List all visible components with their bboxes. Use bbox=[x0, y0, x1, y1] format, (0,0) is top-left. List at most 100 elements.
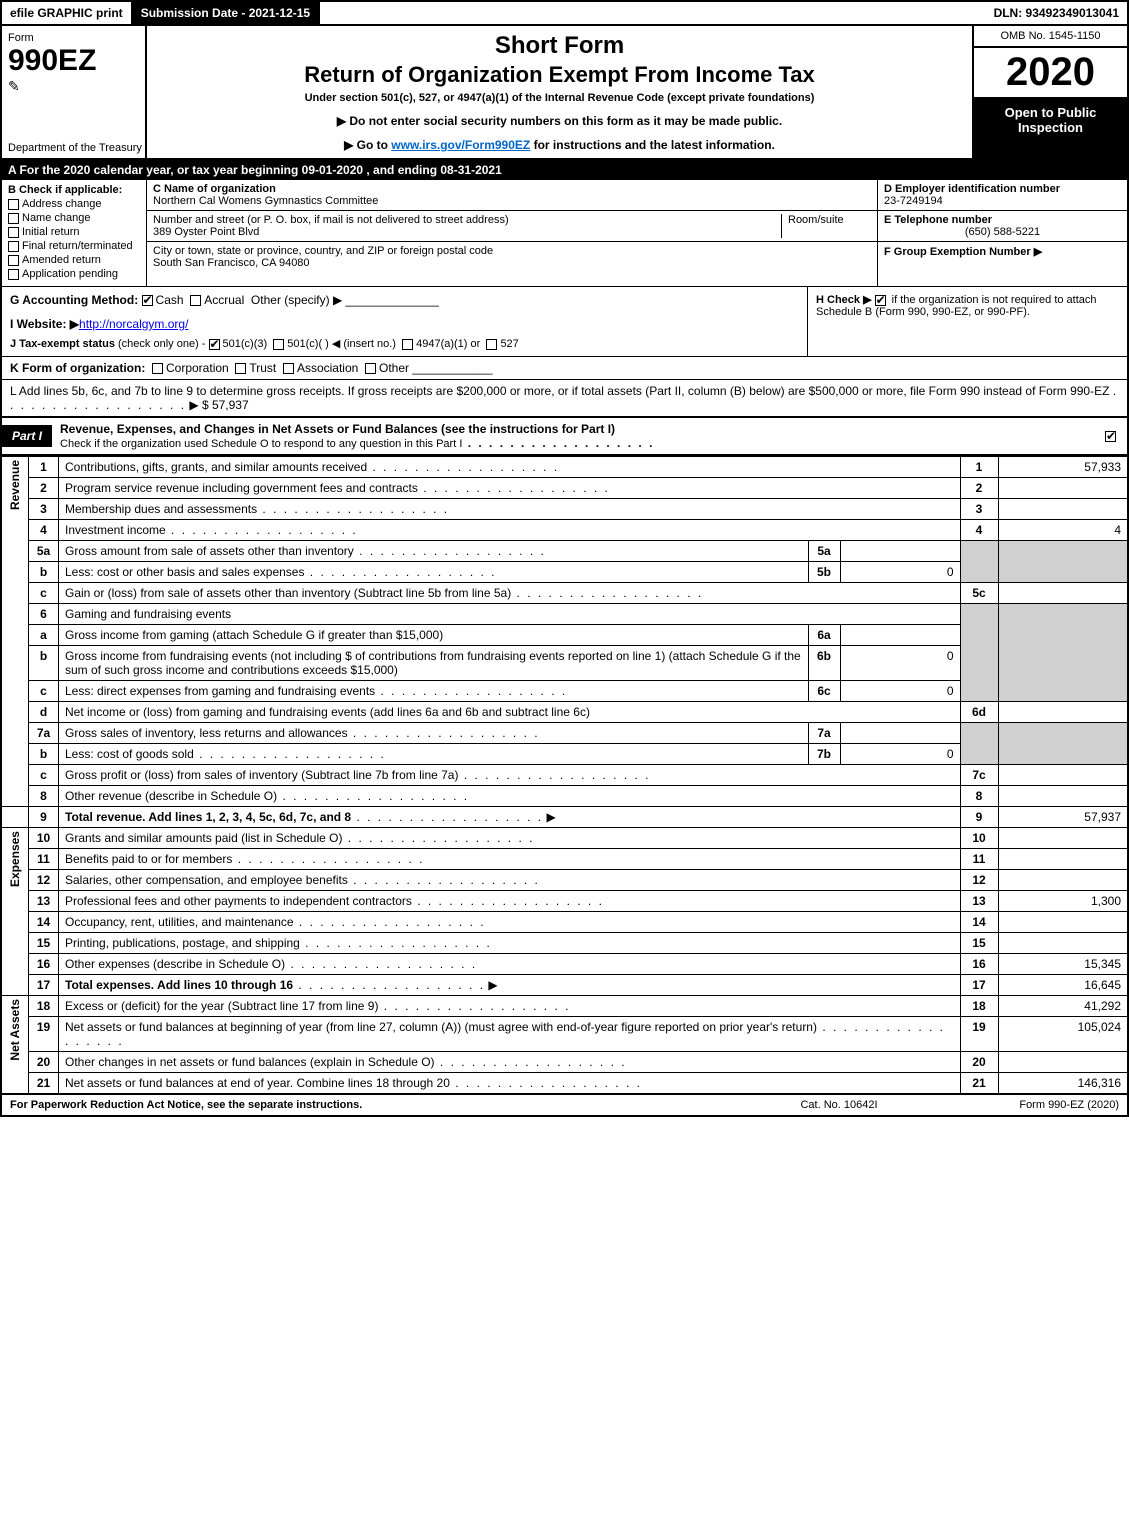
org-name: Northern Cal Womens Gymnastics Committee bbox=[153, 195, 871, 207]
subtitle: Under section 501(c), 527, or 4947(a)(1)… bbox=[157, 92, 962, 104]
4947-checkbox[interactable] bbox=[402, 339, 413, 350]
f-label: F Group Exemption Number ▶ bbox=[884, 245, 1121, 258]
line-13: 13Professional fees and other payments t… bbox=[1, 891, 1128, 912]
ein-value: 23-7249194 bbox=[884, 195, 1121, 207]
tax-exempt-status: J Tax-exempt status (check only one) - 5… bbox=[10, 337, 799, 350]
c-label: C Name of organization bbox=[153, 183, 871, 195]
k-association[interactable] bbox=[283, 363, 294, 374]
opt-name-change[interactable]: Name change bbox=[8, 212, 140, 224]
omb-number: OMB No. 1545-1150 bbox=[974, 26, 1127, 48]
header-mid: Short Form Return of Organization Exempt… bbox=[147, 26, 972, 158]
line-10: Expenses10Grants and similar amounts pai… bbox=[1, 828, 1128, 849]
l-amount: ▶ $ 57,937 bbox=[189, 398, 248, 412]
website-line: I Website: ▶http://norcalgym.org/ bbox=[10, 317, 799, 331]
irs-link[interactable]: www.irs.gov/Form990EZ bbox=[391, 138, 530, 152]
accrual-checkbox[interactable] bbox=[190, 295, 201, 306]
org-info-block: B Check if applicable: Address change Na… bbox=[0, 180, 1129, 287]
opt-amended-return[interactable]: Amended return bbox=[8, 254, 140, 266]
l-gross-receipts: L Add lines 5b, 6c, and 7b to line 9 to … bbox=[0, 380, 1129, 417]
line-7a: 7aGross sales of inventory, less returns… bbox=[1, 723, 1128, 744]
form-label: Form bbox=[8, 32, 139, 44]
line-7b: bLess: cost of goods sold7b0 bbox=[1, 744, 1128, 765]
k-other[interactable] bbox=[365, 363, 376, 374]
line-15: 15Printing, publications, postage, and s… bbox=[1, 933, 1128, 954]
dln: DLN: 93492349013041 bbox=[986, 2, 1127, 24]
k-corporation[interactable] bbox=[152, 363, 163, 374]
line-8: 8Other revenue (describe in Schedule O)8 bbox=[1, 786, 1128, 807]
goto-note: ▶ Go to www.irs.gov/Form990EZ for instru… bbox=[157, 138, 962, 152]
city-state-zip: South San Francisco, CA 94080 bbox=[153, 257, 493, 269]
open-public-inspection: Open to Public Inspection bbox=[974, 99, 1127, 158]
line-6d: dNet income or (loss) from gaming and fu… bbox=[1, 702, 1128, 723]
addr-label: Number and street (or P. O. box, if mail… bbox=[153, 214, 781, 226]
check-if-applicable: B Check if applicable: Address change Na… bbox=[2, 180, 147, 286]
page-footer: For Paperwork Reduction Act Notice, see … bbox=[0, 1094, 1129, 1117]
part1-checknote: Check if the organization used Schedule … bbox=[60, 438, 462, 450]
k-form-organization: K Form of organization: Corporation Trus… bbox=[0, 357, 1129, 380]
line-6c: cLess: direct expenses from gaming and f… bbox=[1, 681, 1128, 702]
line-16: 16Other expenses (describe in Schedule O… bbox=[1, 954, 1128, 975]
form-ref: Form 990-EZ (2020) bbox=[939, 1099, 1119, 1111]
room-suite-label: Room/suite bbox=[781, 214, 871, 238]
line-5a: 5aGross amount from sale of assets other… bbox=[1, 541, 1128, 562]
501c-checkbox[interactable] bbox=[273, 339, 284, 350]
opt-initial-return[interactable]: Initial return bbox=[8, 226, 140, 238]
paperwork-notice: For Paperwork Reduction Act Notice, see … bbox=[10, 1099, 739, 1111]
line-4: 4Investment income44 bbox=[1, 520, 1128, 541]
d-label: D Employer identification number bbox=[884, 183, 1121, 195]
opt-application-pending[interactable]: Application pending bbox=[8, 268, 140, 280]
street-address: 389 Oyster Point Blvd bbox=[153, 226, 781, 238]
tax-year: 2020 bbox=[974, 48, 1127, 99]
part1-sched-o-checkbox[interactable] bbox=[1105, 431, 1116, 442]
header-left: Form 990EZ ✎ Department of the Treasury bbox=[2, 26, 147, 158]
main-title: Return of Organization Exempt From Incom… bbox=[157, 62, 962, 88]
e-label: E Telephone number bbox=[884, 214, 1121, 226]
line-1: Revenue 1 Contributions, gifts, grants, … bbox=[1, 457, 1128, 478]
line-18: Net Assets18Excess or (deficit) for the … bbox=[1, 996, 1128, 1017]
phone-value: (650) 588-5221 bbox=[884, 226, 1121, 238]
line-12: 12Salaries, other compensation, and empl… bbox=[1, 870, 1128, 891]
line-6: 6Gaming and fundraising events bbox=[1, 604, 1128, 625]
g-h-block: G Accounting Method: Cash Accrual Other … bbox=[0, 287, 1129, 357]
line-14: 14Occupancy, rent, utilities, and mainte… bbox=[1, 912, 1128, 933]
form-number: 990EZ bbox=[8, 44, 139, 78]
527-checkbox[interactable] bbox=[486, 339, 497, 350]
expenses-sidelabel: Expenses bbox=[8, 831, 22, 887]
revenue-sidelabel: Revenue bbox=[8, 460, 22, 510]
part1-header: Part I Revenue, Expenses, and Changes in… bbox=[0, 417, 1129, 456]
cash-checkbox[interactable] bbox=[142, 295, 153, 306]
line-7c: cGross profit or (loss) from sales of in… bbox=[1, 765, 1128, 786]
header-right: OMB No. 1545-1150 2020 Open to Public In… bbox=[972, 26, 1127, 158]
k-trust[interactable] bbox=[235, 363, 246, 374]
line-9: 9Total revenue. Add lines 1, 2, 3, 4, 5c… bbox=[1, 807, 1128, 828]
top-bar: efile GRAPHIC print Submission Date - 20… bbox=[0, 0, 1129, 26]
line-5c: cGain or (loss) from sale of assets othe… bbox=[1, 583, 1128, 604]
cat-no: Cat. No. 10642I bbox=[739, 1099, 939, 1111]
part1-title: Revenue, Expenses, and Changes in Net As… bbox=[60, 422, 615, 436]
sched-b-checkbox[interactable] bbox=[875, 295, 886, 306]
opt-final-return[interactable]: Final return/terminated bbox=[8, 240, 140, 252]
h-check: H Check ▶ if the organization is not req… bbox=[807, 287, 1127, 356]
line-17: 17Total expenses. Add lines 10 through 1… bbox=[1, 975, 1128, 996]
ein-phone-block: D Employer identification number 23-7249… bbox=[877, 180, 1127, 286]
line-21: 21Net assets or fund balances at end of … bbox=[1, 1073, 1128, 1094]
period-band: A For the 2020 calendar year, or tax yea… bbox=[0, 160, 1129, 180]
netassets-sidelabel: Net Assets bbox=[8, 999, 22, 1061]
501c3-checkbox[interactable] bbox=[209, 339, 220, 350]
part1-table: Revenue 1 Contributions, gifts, grants, … bbox=[0, 456, 1129, 1094]
city-label: City or town, state or province, country… bbox=[153, 245, 493, 257]
line-5b: bLess: cost or other basis and sales exp… bbox=[1, 562, 1128, 583]
line-6a: aGross income from gaming (attach Schedu… bbox=[1, 625, 1128, 646]
efile-print[interactable]: efile GRAPHIC print bbox=[2, 2, 133, 24]
short-form-title: Short Form bbox=[157, 32, 962, 60]
org-name-address: C Name of organization Northern Cal Wome… bbox=[147, 180, 877, 286]
dept-treasury: Department of the Treasury bbox=[8, 142, 142, 154]
line-11: 11Benefits paid to or for members11 bbox=[1, 849, 1128, 870]
form-header: Form 990EZ ✎ Department of the Treasury … bbox=[0, 26, 1129, 160]
line-6b: bGross income from fundraising events (n… bbox=[1, 646, 1128, 681]
line-19: 19Net assets or fund balances at beginni… bbox=[1, 1017, 1128, 1052]
opt-address-change[interactable]: Address change bbox=[8, 198, 140, 210]
part1-tag: Part I bbox=[2, 425, 52, 447]
website-link[interactable]: http://norcalgym.org/ bbox=[79, 317, 188, 331]
submission-date: Submission Date - 2021-12-15 bbox=[133, 2, 320, 24]
